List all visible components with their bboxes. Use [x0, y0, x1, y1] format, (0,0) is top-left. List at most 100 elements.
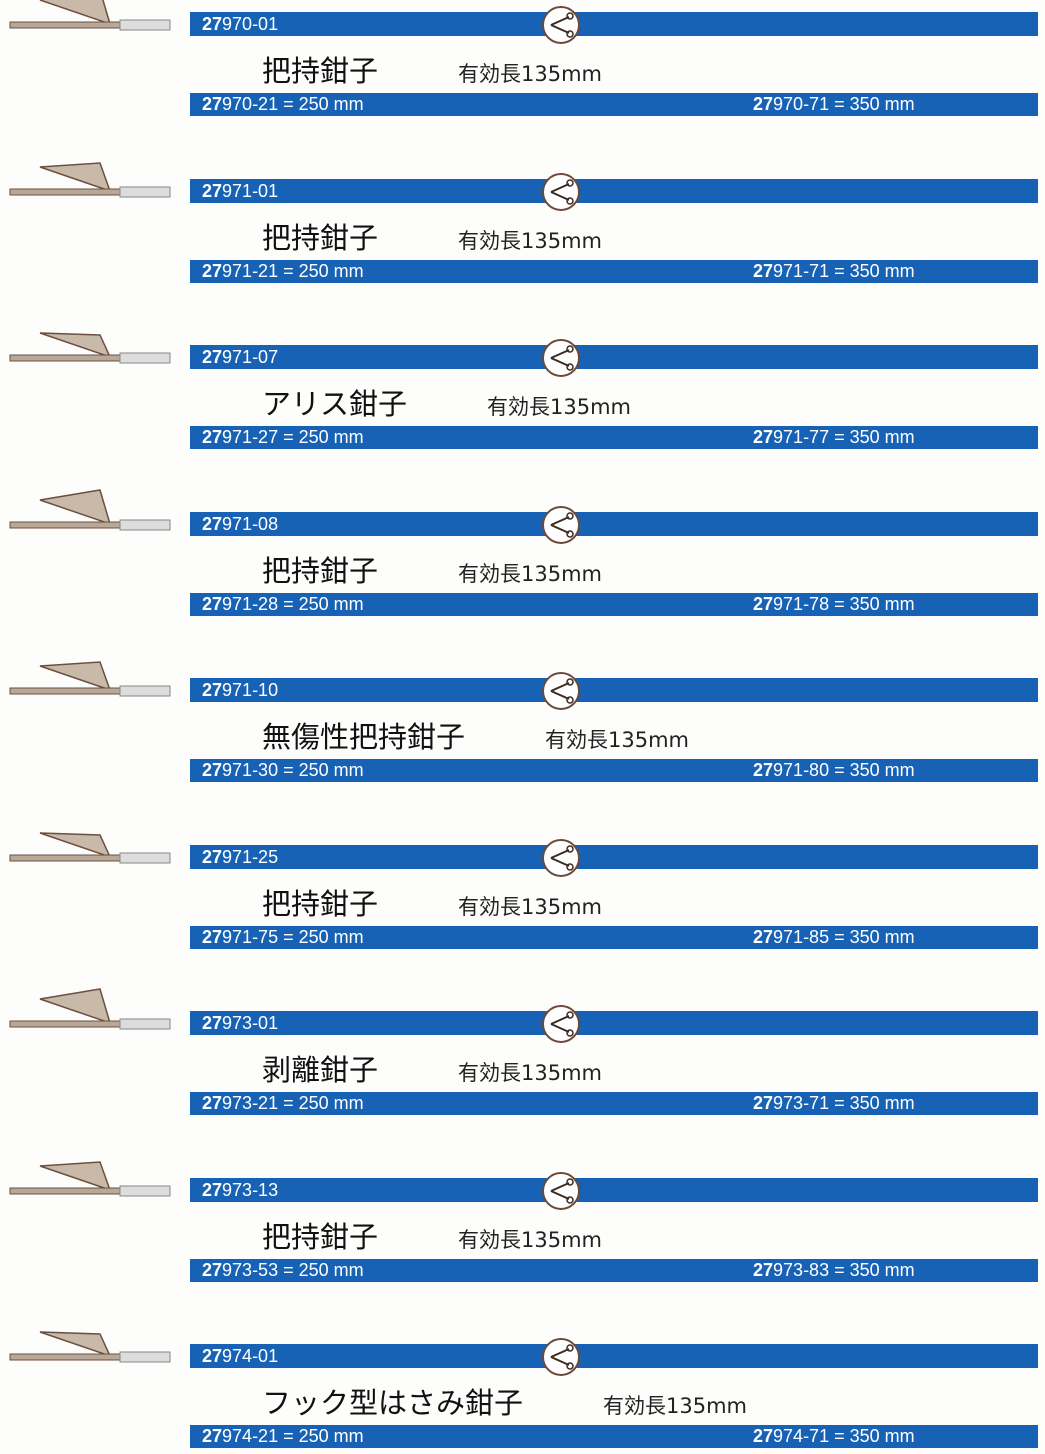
- code-rest: 971-30 = 250 mm: [222, 760, 364, 780]
- instrument-image: [9, 332, 171, 364]
- code-prefix: 27: [753, 94, 774, 114]
- length-bar: 27 971-30 = 250 mm 27971-80 = 350 mm: [190, 759, 1038, 782]
- product-code: 27971-28 = 250 mm: [202, 593, 364, 616]
- length-bar: 27971-28 = 250 mm 27971-78 = 350 mm: [190, 592, 1038, 616]
- code-rest: 971-10: [222, 680, 279, 700]
- instrument-image: [9, 161, 171, 197]
- code-rest: 974-21 = 250 mm: [222, 1426, 364, 1446]
- code-rest: 971-80 = 350 mm: [773, 760, 915, 780]
- product-code: 27971-77 = 350 mm: [753, 426, 915, 449]
- scissors-icon: [542, 838, 580, 877]
- code-prefix: 27: [202, 347, 223, 367]
- code-rest: 973-83 = 350 mm: [773, 1259, 915, 1280]
- product-code: 27971-78 = 350 mm: [753, 593, 915, 616]
- product-code: 27971-07: [202, 345, 278, 369]
- product-row: 27973-13 把持鉗子 有効長135mm 27973-53 = 250 mm 27…: [0, 1160, 1045, 1288]
- instrument-image: [9, 1331, 171, 1363]
- code-prefix: 27: [202, 846, 223, 867]
- product-code: 27974-71 = 350 mm: [753, 1425, 915, 1448]
- effective-length: 有効長135mm: [545, 728, 690, 752]
- title-line: 無傷性把持鉗子 有効長135mm: [262, 718, 689, 756]
- product-code: 27973-13: [202, 1178, 278, 1202]
- product-row: 27971-25 把持鉗子 有効長135mm 27971-75 = 250 mm 27…: [0, 831, 1045, 955]
- product-row: 27971-10 無傷性把持鉗子 有効長135mm 27971-30 = 250 m…: [0, 661, 1045, 788]
- effective-length: 有効長135mm: [458, 1227, 603, 1252]
- code-bar: 27971-25: [190, 838, 1038, 877]
- code-bar: 27970-01: [190, 6, 1038, 44]
- product-code: 27973-83 = 350 mm: [753, 1259, 915, 1282]
- title-line: 把持鉗子 有効長135mm: [262, 885, 602, 923]
- code-rest: 971-27 = 250 mm: [222, 427, 364, 447]
- title-line: アリス鉗子 有効長135mm: [262, 385, 631, 423]
- code-rest: 973-53 = 250 mm: [222, 1259, 364, 1280]
- effective-length: 有効長135mm: [603, 1394, 748, 1418]
- product-code: 27973-21 = 250 mm: [202, 1092, 364, 1115]
- code-prefix: 27: [753, 427, 774, 447]
- effective-length: 有効長135mm: [458, 1061, 603, 1085]
- code-prefix: 27: [202, 1179, 223, 1200]
- code-prefix: 27: [753, 1093, 774, 1113]
- length-bar: 27971-27 = 250 mm 27971-77 = 350 mm: [190, 426, 1038, 449]
- product-code: 27973-71 = 350 mm: [753, 1092, 915, 1115]
- code-rest: 971-25: [222, 846, 279, 867]
- product-code: 27971-71 = 350 mm: [753, 260, 915, 283]
- title-line: 剥離鉗子 有効長135mm: [262, 1051, 602, 1089]
- code-prefix: 27: [202, 427, 223, 447]
- length-bar: 27971-75 = 250 mm 27971-85 = 350 mm: [190, 925, 1038, 949]
- instrument-image: [9, 661, 171, 697]
- code-rest: 971-28 = 250 mm: [222, 593, 364, 614]
- code-prefix: 27: [202, 94, 223, 114]
- code-bar: 27971-10: [190, 672, 1038, 710]
- code-rest: 971-75 = 250 mm: [222, 926, 364, 947]
- product-code: 27971-08: [202, 512, 278, 536]
- title-line: 把持鉗子 有効長135mm: [262, 1218, 602, 1256]
- code-bar: 27971-07: [190, 339, 1038, 377]
- code-prefix: 27: [202, 680, 223, 700]
- instrument-image: [9, 1160, 171, 1196]
- code-prefix: 27: [753, 1426, 774, 1446]
- length-bar: 27973-53 = 250 mm 27973-83 = 350 mm: [190, 1258, 1038, 1282]
- scissors-icon: [542, 1171, 580, 1210]
- title-line: 把持鉗子 有効長135mm: [262, 219, 602, 257]
- product-code: 27971-25: [202, 845, 278, 869]
- code-rest: 974-01: [222, 1346, 279, 1366]
- product-row: 27971-01 把持鉗子 有効長135mm 27971-21 = 250 mm 27…: [0, 161, 1045, 289]
- code-prefix: 27: [753, 926, 774, 947]
- code-rest: 971-01: [222, 180, 279, 201]
- product-code: 27970-71 = 350 mm: [753, 93, 915, 116]
- product-row: 27971-08 把持鉗子 有効長135mm 27971-28 = 250 mm 27…: [0, 488, 1045, 622]
- instrument-image: [9, 488, 171, 530]
- code-bar: 27971-01: [190, 172, 1038, 211]
- code-prefix: 27: [202, 1259, 223, 1280]
- length-bar: 27974-21 = 250 mm 27974-71 = 350 mm: [190, 1425, 1038, 1448]
- product-code: 27971-80 = 350 mm: [753, 759, 915, 782]
- code-bar: 27973-01: [190, 1005, 1038, 1043]
- effective-length: 有効長135mm: [458, 228, 603, 253]
- code-prefix: 27: [753, 593, 774, 614]
- effective-length: 有効長135mm: [458, 894, 603, 919]
- product-code: 27970-01: [202, 12, 278, 36]
- code-prefix: 27: [753, 760, 774, 780]
- product-code: 27971-21 = 250 mm: [202, 260, 364, 283]
- code-prefix: 27: [202, 1013, 223, 1033]
- product-code: 27971-75 = 250 mm: [202, 926, 364, 949]
- instrument-name: アリス鉗子: [262, 387, 408, 421]
- code-rest: 971-08: [222, 513, 279, 534]
- product-row: 27970-01 把持鉗子 有効長135mm 27970-21 = 250 mm 27…: [0, 0, 1045, 122]
- product-row: 27973-01 剥離鉗子 有効長135mm 27973-21 = 250 mm 27…: [0, 988, 1045, 1121]
- instrument-name: 把持鉗子: [262, 54, 379, 88]
- product-code: 27974-01: [202, 1344, 278, 1368]
- code-bar: 27974-01: [190, 1338, 1038, 1376]
- scissors-icon: [542, 1005, 580, 1043]
- instrument-name: 把持鉗子: [262, 553, 379, 588]
- product-code: 27974-21 = 250 mm: [202, 1425, 364, 1448]
- product-code: 27971-10: [202, 678, 278, 702]
- scissors-icon: [542, 1338, 580, 1376]
- code-prefix: 27: [202, 1426, 223, 1446]
- title-line: 把持鉗子 有効長135mm: [262, 52, 602, 90]
- instrument-name: 把持鉗子: [262, 1219, 379, 1254]
- code-prefix: 27: [202, 260, 223, 281]
- code-bar: 27973-13: [190, 1171, 1038, 1210]
- code-prefix: 27: [753, 1259, 774, 1280]
